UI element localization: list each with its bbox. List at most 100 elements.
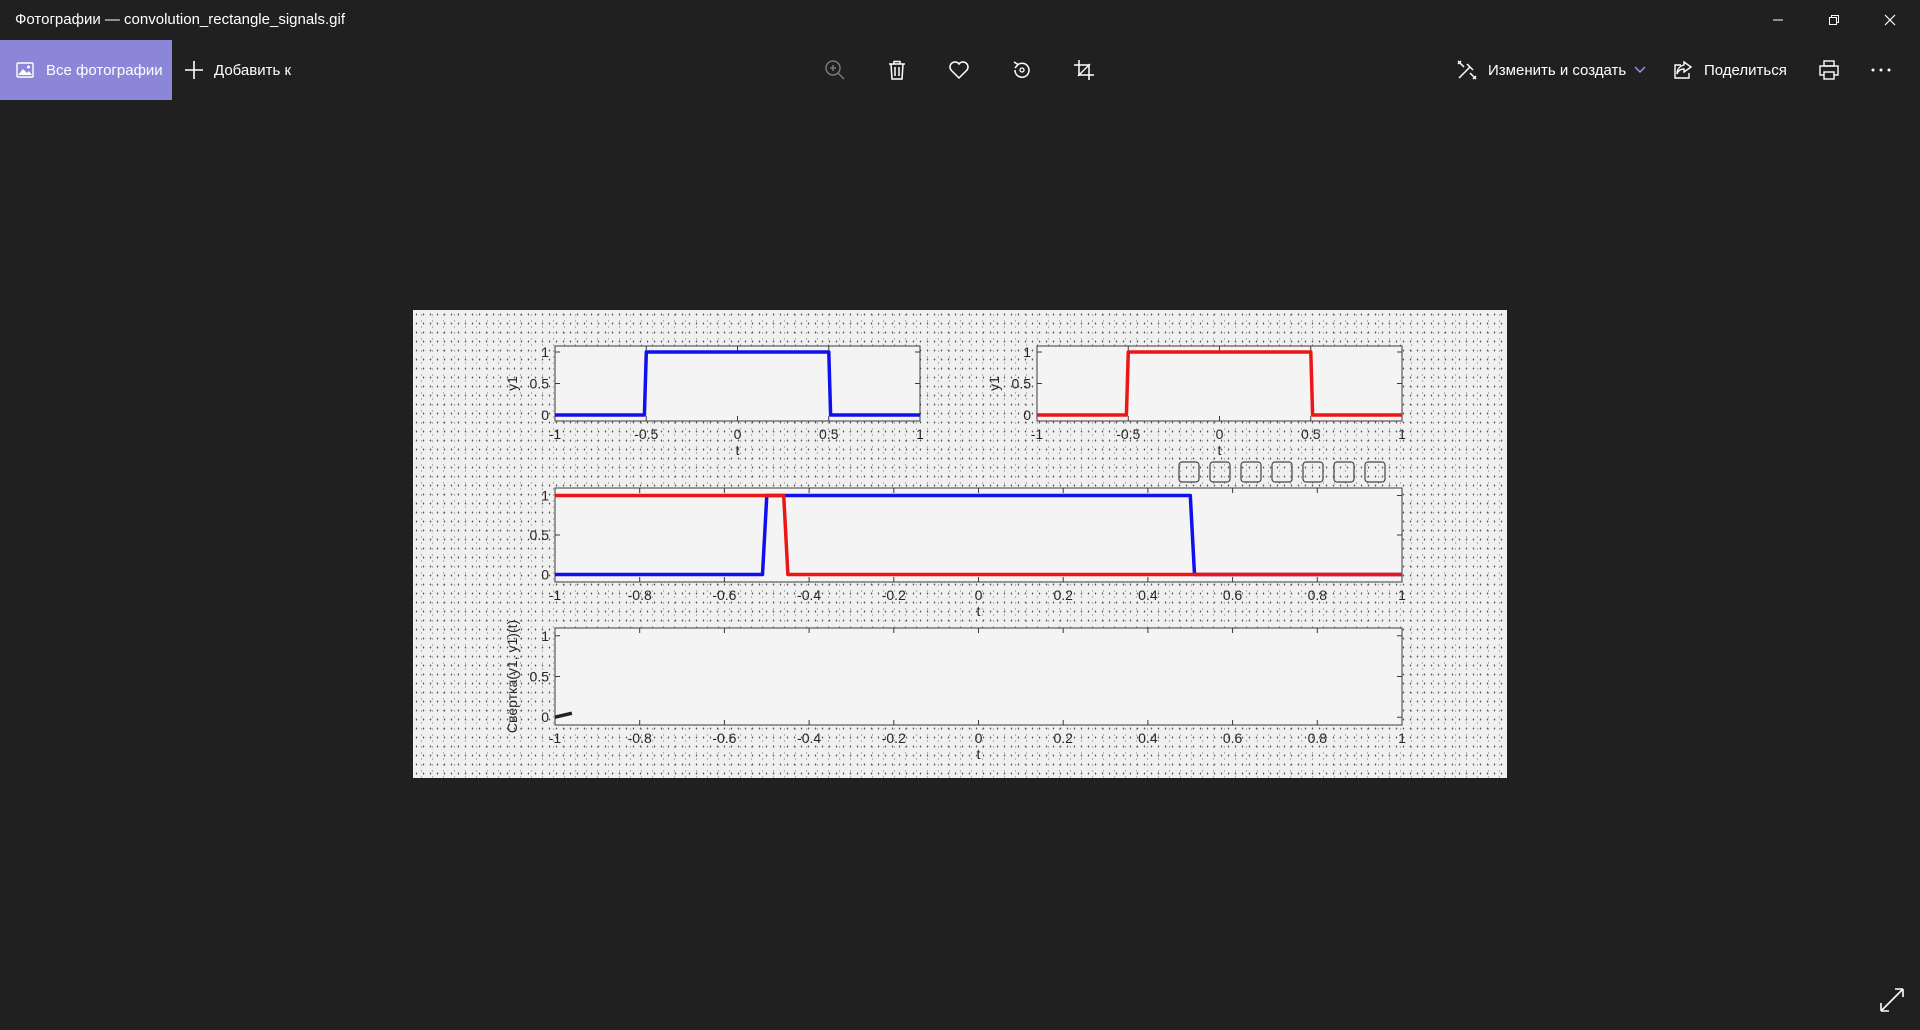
print-icon — [1819, 60, 1839, 80]
edit-create-icon — [1456, 59, 1478, 81]
y-tick-label-3-1: 0.5 — [530, 669, 550, 685]
x-tick-label-2-0: -1 — [549, 587, 562, 603]
y-tick-label-2-0: 0 — [541, 566, 549, 582]
share-label: Поделиться — [1704, 61, 1787, 79]
x-tick-label-3-7: 0.4 — [1138, 730, 1158, 746]
title-bar: Фотографии — convolution_rectangle_signa… — [0, 0, 1920, 40]
series-line-3-0 — [554, 711, 573, 719]
share-button[interactable]: Поделиться — [1672, 40, 1787, 100]
zoom-out-icon — [1333, 461, 1355, 483]
x-axis-label-1: t — [1218, 442, 1222, 458]
x-tick-label-0-4: 1 — [916, 426, 924, 442]
x-axis-label-3: t — [977, 746, 981, 762]
crop-icon — [1074, 60, 1094, 80]
data-tips-icon — [1209, 461, 1231, 483]
print-button[interactable] — [1811, 52, 1847, 88]
rotate-icon — [1013, 61, 1030, 78]
home-icon — [1364, 461, 1386, 483]
delete-icon — [889, 60, 905, 80]
x-tick-label-2-4: -0.2 — [882, 587, 906, 603]
x-tick-label-3-6: 0.2 — [1053, 730, 1073, 746]
y-tick-label-3-2: 1 — [541, 628, 549, 644]
x-tick-label-2-8: 0.6 — [1223, 587, 1243, 603]
y-tick-label-1-2: 1 — [1023, 344, 1031, 360]
x-tick-label-0-0: -1 — [549, 426, 562, 442]
x-tick-label-3-2: -0.6 — [712, 730, 736, 746]
y-tick-label-0-0: 0 — [541, 407, 549, 423]
series-line-2-1 — [555, 493, 1402, 577]
x-tick-label-2-3: -0.4 — [797, 587, 821, 603]
fullscreen-button[interactable] — [1878, 986, 1906, 1014]
minimize-icon — [1773, 19, 1783, 21]
x-tick-label-2-9: 0.8 — [1308, 587, 1328, 603]
zoom-button[interactable] — [817, 52, 853, 88]
x-tick-label-1-0: -1 — [1031, 426, 1044, 442]
y-tick-label-0-1: 0.5 — [530, 376, 550, 392]
photo-image: -1 -0.5 0 0.5 1 0 0.5 1 t y1 -1 -0.5 0 0.5 1 0 0.5 1 t y1 -1… — [413, 310, 1507, 778]
x-tick-label-3-3: -0.4 — [797, 730, 821, 746]
rotate-button[interactable] — [1004, 52, 1040, 88]
zoom-in-icon — [1302, 461, 1324, 483]
series-line-1-0 — [1037, 350, 1402, 417]
x-tick-label-2-1: -0.8 — [628, 587, 652, 603]
x-tick-label-0-2: 0 — [734, 426, 742, 442]
x-tick-label-3-9: 0.8 — [1308, 730, 1328, 746]
x-tick-label-3-4: -0.2 — [882, 730, 906, 746]
restore-icon — [1829, 15, 1839, 25]
series-line-0-0 — [555, 350, 920, 417]
all-photos-button[interactable]: Все фотографии — [0, 40, 172, 100]
add-to-label: Добавить к — [214, 61, 292, 79]
minimize-button[interactable] — [1750, 0, 1806, 40]
x-tick-label-1-1: -0.5 — [1116, 426, 1140, 442]
x-tick-label-1-2: 0 — [1216, 426, 1224, 442]
edit-create-label: Изменить и создать — [1488, 61, 1627, 79]
favorite-button[interactable] — [941, 52, 977, 88]
x-tick-label-0-3: 0.5 — [819, 426, 839, 442]
photos-icon — [16, 61, 34, 79]
axes-box-2 — [554, 487, 1403, 583]
figure-plots: -1 -0.5 0 0.5 1 0 0.5 1 t y1 -1 -0.5 0 0.5 1 0 0.5 1 t y1 -1… — [504, 344, 1406, 762]
delete-button[interactable] — [879, 52, 915, 88]
more-icon — [1871, 68, 1891, 72]
x-tick-label-0-1: -0.5 — [634, 426, 658, 442]
y-axis-label-0: y1 — [504, 376, 520, 391]
all-photos-label: Все фотографии — [46, 61, 163, 79]
link-icon — [1240, 461, 1262, 483]
x-tick-label-3-5: 0 — [975, 730, 983, 746]
x-axis-label-0: t — [736, 442, 740, 458]
y-tick-label-2-1: 0.5 — [530, 527, 550, 543]
y-axis-label-1: y1 — [986, 376, 1002, 391]
x-tick-label-3-10: 1 — [1398, 730, 1406, 746]
expand-icon — [1880, 988, 1904, 1012]
axes-box-3 — [554, 627, 1403, 726]
add-to-button[interactable]: Добавить к — [184, 40, 291, 100]
y-tick-label-3-0: 0 — [541, 709, 549, 725]
y-tick-label-2-2: 1 — [541, 488, 549, 504]
pan-icon — [1271, 461, 1293, 483]
zoom-icon — [825, 60, 845, 80]
favorite-icon — [949, 61, 969, 80]
crop-button[interactable] — [1066, 52, 1102, 88]
edit-create-button[interactable]: Изменить и создать — [1456, 40, 1646, 100]
y-tick-label-1-1: 0.5 — [1012, 376, 1032, 392]
y-axis-label-3: Свёртка(y1, y1)(t) — [504, 620, 520, 733]
restore-button[interactable] — [1806, 0, 1862, 40]
plus-icon — [184, 60, 204, 80]
x-tick-label-1-4: 1 — [1398, 426, 1406, 442]
x-tick-label-2-6: 0.2 — [1053, 587, 1073, 603]
x-tick-label-3-8: 0.6 — [1223, 730, 1243, 746]
close-icon — [1884, 14, 1896, 26]
more-button[interactable] — [1863, 52, 1899, 88]
x-tick-label-3-0: -1 — [549, 730, 562, 746]
y-tick-label-1-0: 0 — [1023, 407, 1031, 423]
window-title: Фотографии — convolution_rectangle_signa… — [15, 11, 346, 28]
axes-box-1 — [1036, 345, 1403, 422]
x-tick-label-2-10: 1 — [1398, 587, 1406, 603]
x-tick-label-1-3: 0.5 — [1301, 426, 1321, 442]
x-axis-label-2: t — [977, 603, 981, 619]
x-tick-label-2-5: 0 — [975, 587, 983, 603]
close-button[interactable] — [1862, 0, 1918, 40]
brush-icon — [1178, 461, 1200, 483]
x-tick-label-2-2: -0.6 — [712, 587, 736, 603]
axes-box-0 — [554, 345, 921, 422]
